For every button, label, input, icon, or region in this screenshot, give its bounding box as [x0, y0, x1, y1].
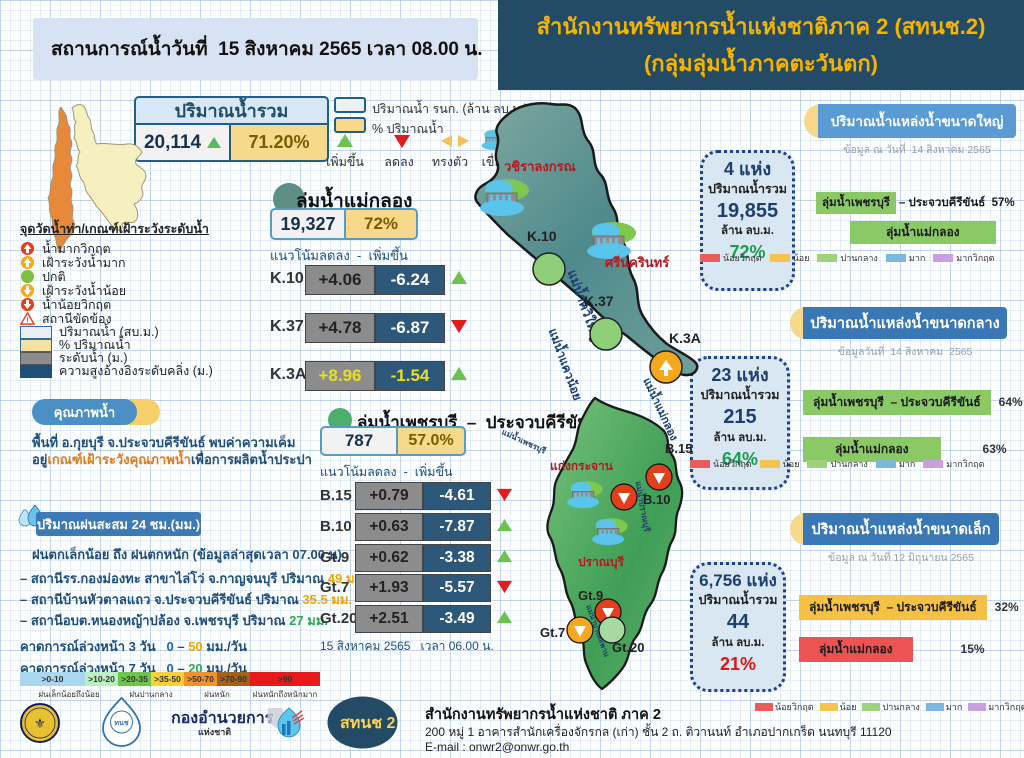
svg-text:ทนช: ทนช	[114, 720, 128, 727]
svg-text:!: !	[26, 316, 29, 325]
svg-text:⚜: ⚜	[34, 716, 46, 731]
